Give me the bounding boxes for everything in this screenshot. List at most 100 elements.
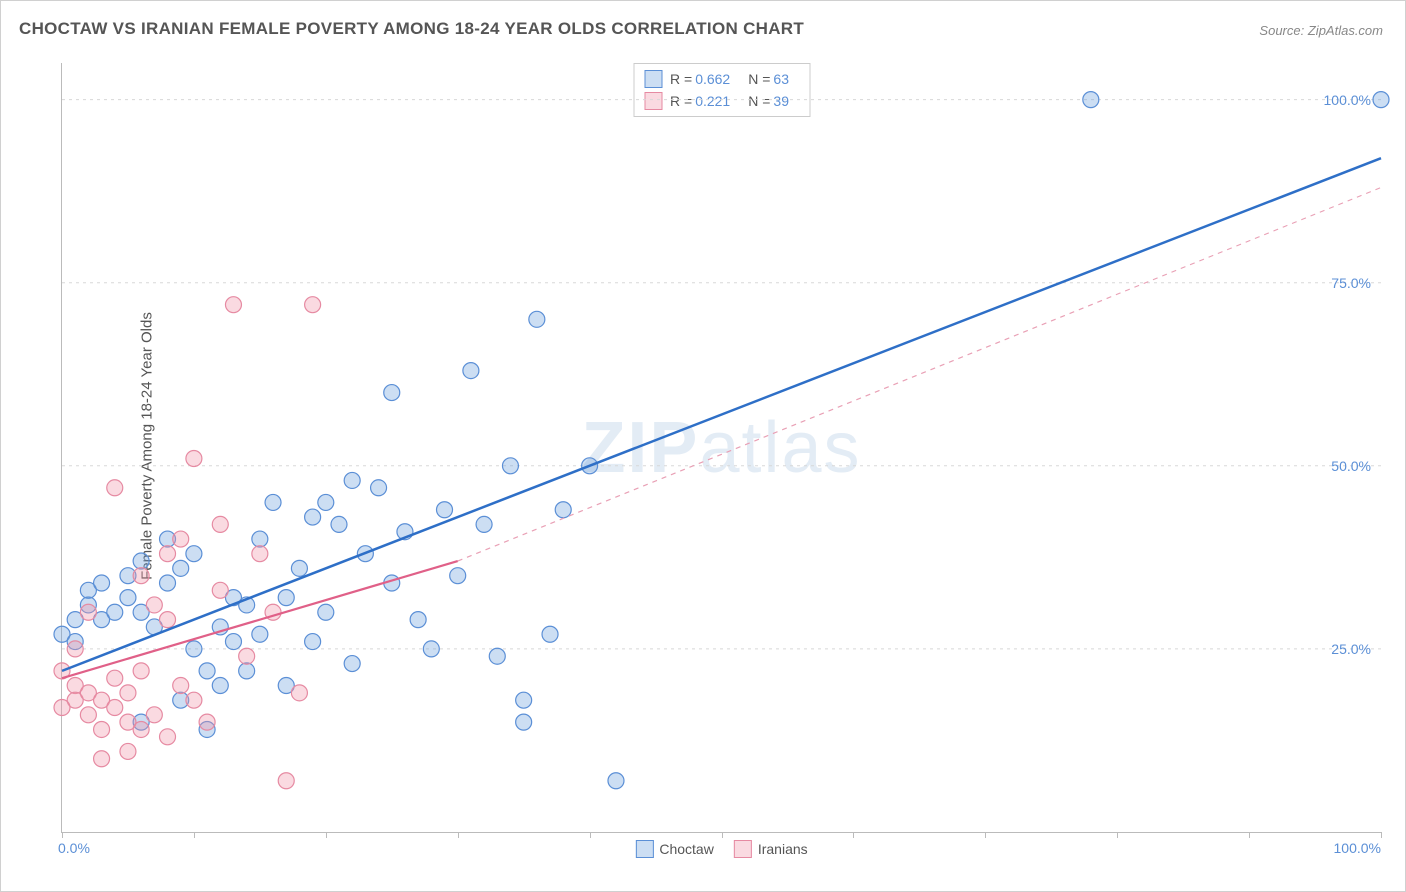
data-point — [252, 626, 268, 642]
legend-item-choctaw: Choctaw — [635, 840, 713, 858]
data-point — [1373, 92, 1389, 108]
data-point — [133, 721, 149, 737]
data-point — [344, 656, 360, 672]
x-tick — [590, 832, 591, 838]
data-point — [291, 685, 307, 701]
data-point — [318, 604, 334, 620]
legend-swatch-choctaw — [635, 840, 653, 858]
data-point — [437, 502, 453, 518]
x-tick — [458, 832, 459, 838]
data-point — [107, 604, 123, 620]
data-point — [107, 480, 123, 496]
chart-title: CHOCTAW VS IRANIAN FEMALE POVERTY AMONG … — [19, 19, 804, 39]
legend-label: Iranians — [758, 841, 808, 857]
x-tick — [1381, 832, 1382, 838]
data-point — [555, 502, 571, 518]
data-point — [265, 494, 281, 510]
trend-line — [62, 158, 1381, 671]
legend-item-iranians: Iranians — [734, 840, 808, 858]
data-point — [305, 634, 321, 650]
data-point — [410, 612, 426, 628]
data-point — [120, 685, 136, 701]
source-attribution: Source: ZipAtlas.com — [1259, 23, 1383, 38]
x-tick — [1249, 832, 1250, 838]
x-tick — [985, 832, 986, 838]
x-tick — [194, 832, 195, 838]
data-point — [212, 678, 228, 694]
data-point — [80, 604, 96, 620]
data-point — [120, 743, 136, 759]
y-tick-label: 75.0% — [1331, 275, 1371, 291]
data-point — [225, 634, 241, 650]
legend-bottom: Choctaw Iranians — [635, 840, 807, 858]
legend-label: Choctaw — [659, 841, 713, 857]
x-tick — [1117, 832, 1118, 838]
x-tick — [62, 832, 63, 838]
data-point — [212, 516, 228, 532]
data-point — [173, 531, 189, 547]
source-label: Source: — [1259, 23, 1304, 38]
data-point — [133, 568, 149, 584]
data-point — [80, 707, 96, 723]
data-point — [1083, 92, 1099, 108]
data-point — [252, 531, 268, 547]
data-point — [94, 751, 110, 767]
data-point — [225, 297, 241, 313]
data-point — [186, 641, 202, 657]
y-tick-label: 50.0% — [1331, 458, 1371, 474]
data-point — [133, 663, 149, 679]
data-point — [94, 575, 110, 591]
data-point — [278, 590, 294, 606]
data-point — [239, 648, 255, 664]
data-point — [160, 546, 176, 562]
data-point — [516, 714, 532, 730]
data-point — [516, 692, 532, 708]
data-point — [305, 509, 321, 525]
data-point — [502, 458, 518, 474]
chart-svg — [62, 63, 1381, 832]
data-point — [384, 385, 400, 401]
y-tick-label: 25.0% — [1331, 641, 1371, 657]
legend-swatch-iranians — [734, 840, 752, 858]
data-point — [146, 597, 162, 613]
data-point — [199, 714, 215, 730]
data-point — [212, 582, 228, 598]
data-point — [371, 480, 387, 496]
data-point — [173, 560, 189, 576]
x-axis-min-label: 0.0% — [58, 840, 90, 856]
data-point — [450, 568, 466, 584]
data-point — [107, 699, 123, 715]
x-tick — [853, 832, 854, 838]
data-point — [529, 311, 545, 327]
data-point — [173, 678, 189, 694]
data-point — [252, 546, 268, 562]
data-point — [278, 773, 294, 789]
y-tick-label: 100.0% — [1324, 92, 1371, 108]
source-value: ZipAtlas.com — [1308, 23, 1383, 38]
data-point — [291, 560, 307, 576]
trend-line — [458, 188, 1381, 562]
data-point — [146, 707, 162, 723]
x-axis-max-label: 100.0% — [1334, 840, 1381, 856]
data-point — [305, 297, 321, 313]
data-point — [608, 773, 624, 789]
x-tick — [326, 832, 327, 838]
data-point — [423, 641, 439, 657]
data-point — [120, 590, 136, 606]
chart-container: CHOCTAW VS IRANIAN FEMALE POVERTY AMONG … — [0, 0, 1406, 892]
data-point — [186, 692, 202, 708]
data-point — [463, 363, 479, 379]
data-point — [542, 626, 558, 642]
data-point — [186, 546, 202, 562]
data-point — [133, 553, 149, 569]
data-point — [331, 516, 347, 532]
data-point — [94, 721, 110, 737]
data-point — [160, 575, 176, 591]
x-tick — [722, 832, 723, 838]
data-point — [476, 516, 492, 532]
data-point — [160, 729, 176, 745]
data-point — [186, 450, 202, 466]
data-point — [160, 612, 176, 628]
data-point — [489, 648, 505, 664]
data-point — [67, 641, 83, 657]
